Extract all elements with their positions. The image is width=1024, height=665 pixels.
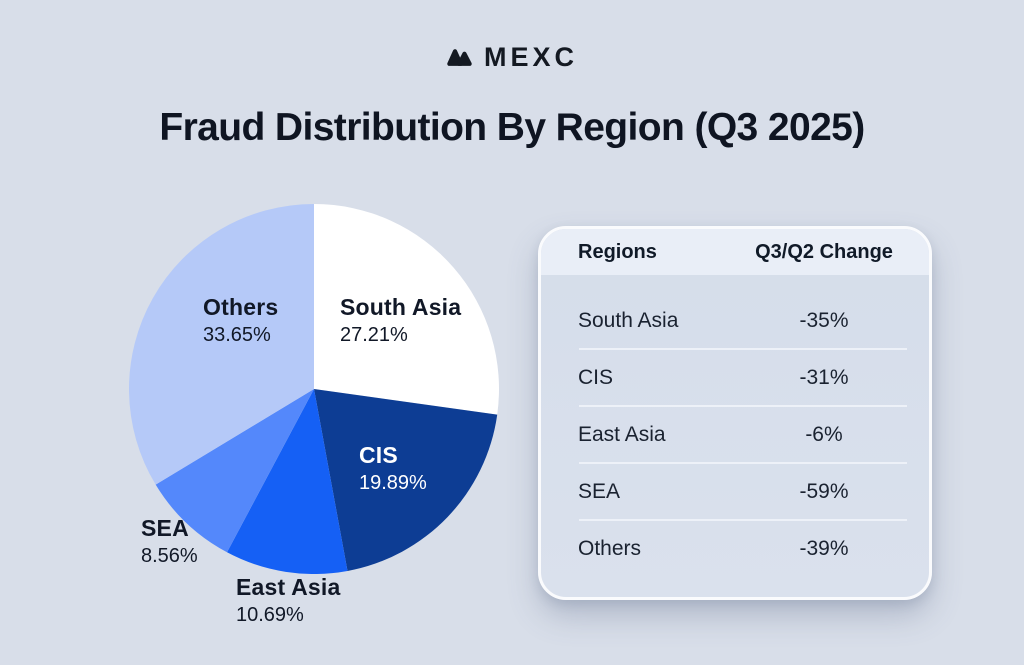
pie-slice-sea xyxy=(155,389,314,553)
table-row: CIS -31% xyxy=(541,350,929,405)
slice-percent: 19.89% xyxy=(359,472,427,494)
row-change: -35% xyxy=(799,308,849,332)
row-region: South Asia xyxy=(578,308,679,332)
pie-slice-others xyxy=(129,204,314,485)
row-divider xyxy=(579,405,907,407)
row-region: CIS xyxy=(578,365,614,389)
slice-percent: 8.56% xyxy=(141,545,198,567)
pie-slice-cis xyxy=(314,389,498,571)
pie-slice-south-asia xyxy=(314,204,499,415)
row-region: Others xyxy=(578,536,642,560)
page-title: Fraud Distribution By Region (Q3 2025) xyxy=(159,106,865,149)
slice-name: SEA xyxy=(141,515,189,541)
pie-slice-east-asia xyxy=(227,389,348,574)
row-divider xyxy=(579,462,907,464)
table-row: East Asia -6% xyxy=(541,407,929,462)
table-header: Regions Q3/Q2 Change xyxy=(541,229,929,275)
table-row: Others -39% xyxy=(541,521,929,576)
slice-name: Others xyxy=(203,294,279,320)
row-region: SEA xyxy=(578,479,621,503)
slice-percent: 33.65% xyxy=(203,324,271,346)
slice-name: South Asia xyxy=(340,294,462,320)
pie-chart xyxy=(129,204,499,574)
header-change: Q3/Q2 Change xyxy=(755,240,893,263)
row-change: -39% xyxy=(799,536,849,560)
row-divider xyxy=(579,348,907,350)
table-row: SEA -59% xyxy=(541,464,929,519)
slice-name: CIS xyxy=(359,442,398,468)
pie-label-east-asia: East Asia 10.69% xyxy=(236,574,341,626)
row-change: -6% xyxy=(805,422,843,446)
table-row: South Asia -35% xyxy=(541,293,929,348)
row-change: -59% xyxy=(799,479,849,503)
brand-logo: MEXC xyxy=(0,42,1024,73)
slice-name: East Asia xyxy=(236,574,341,600)
table-body: South Asia -35% CIS -31% East Asia -6% S… xyxy=(541,275,929,576)
pie-label-cis: CIS 19.89% xyxy=(359,442,427,494)
slice-percent: 10.69% xyxy=(236,604,304,626)
slice-percent: 27.21% xyxy=(340,324,408,346)
row-divider xyxy=(579,519,907,521)
header-regions: Regions xyxy=(578,240,657,263)
summary-card: Regions Q3/Q2 Change South Asia -35% CIS… xyxy=(538,226,932,600)
pie-label-others: Others 33.65% xyxy=(203,294,279,346)
pie-label-sea: SEA 8.56% xyxy=(141,515,198,567)
brand-name: MEXC xyxy=(483,42,578,72)
row-region: East Asia xyxy=(578,422,666,446)
mexc-mountains-icon xyxy=(446,45,473,71)
pie-label-south-asia: South Asia 27.21% xyxy=(340,294,462,346)
row-change: -31% xyxy=(799,365,849,389)
